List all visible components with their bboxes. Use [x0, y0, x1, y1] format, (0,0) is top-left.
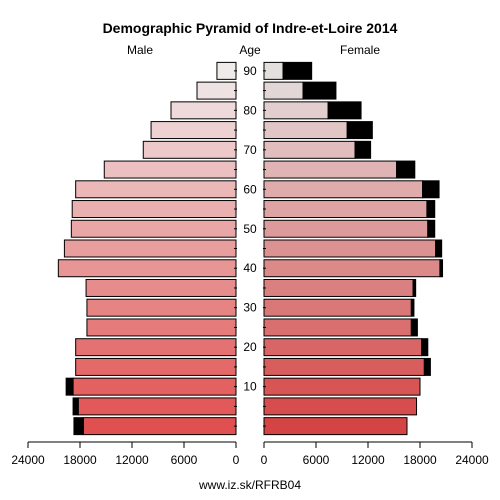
female-bar-85-89	[263, 81, 304, 100]
female-excess-15-19	[423, 357, 431, 376]
female-bar-50-54	[263, 219, 429, 238]
female-excess-35-39	[412, 278, 417, 297]
male-bar-45-49	[63, 239, 237, 258]
female-bar-75-79	[263, 121, 348, 140]
age-tick-label: 70	[243, 143, 257, 157]
x-tick-label-left: 12000	[115, 453, 149, 467]
male-bar-5-9	[77, 397, 237, 416]
female-bar-40-44	[263, 259, 441, 278]
axes: 0 0 6000 6000 12000 12000 18000 18000 24000 24000…	[11, 64, 489, 467]
x-tick-label-left: 0	[233, 453, 240, 467]
x-tick-label-right: 24000	[455, 453, 489, 467]
female-bar-20-24	[263, 338, 423, 357]
female-excess-65-69	[396, 160, 416, 179]
female-excess-70-74	[354, 140, 372, 159]
male-bar-15-19	[75, 357, 237, 376]
male-bar-75-79	[150, 121, 237, 140]
female-excess-45-49	[435, 239, 443, 258]
female-excess-25-29	[410, 318, 418, 337]
female-bar-15-19	[263, 357, 425, 376]
footer-source: www.iz.sk/RFRB04	[198, 478, 301, 492]
male-bar-20-24	[75, 338, 237, 357]
female-bar-70-74	[263, 140, 356, 159]
female-bar-30-34	[263, 298, 412, 317]
female-bar-60-64	[263, 180, 424, 199]
age-label: Age	[239, 43, 261, 57]
female-excess-55-59	[426, 200, 436, 219]
x-tick-label-left: 6000	[171, 453, 198, 467]
male-bar-60-64	[75, 180, 237, 199]
age-tick-label: 60	[243, 182, 257, 196]
female-excess-60-64	[422, 180, 440, 199]
x-tick-label-left: 24000	[11, 453, 45, 467]
female-excess-90-94	[282, 61, 313, 80]
female-bar-90-94	[263, 61, 284, 80]
female-bar-80-84	[263, 101, 329, 120]
male-label: Male	[127, 43, 153, 57]
x-tick-label-right: 0	[261, 453, 268, 467]
age-tick-label: 50	[243, 222, 257, 236]
age-tick-label: 90	[243, 64, 257, 78]
male-bar-40-44	[57, 259, 237, 278]
male-bar-30-34	[86, 298, 237, 317]
age-tick-label: 20	[243, 340, 257, 354]
male-excess-5-9	[72, 397, 79, 416]
x-tick-label-right: 12000	[351, 453, 385, 467]
male-bar-90-94	[216, 61, 237, 80]
male-bar-50-54	[70, 219, 237, 238]
female-excess-50-54	[427, 219, 436, 238]
male-bar-55-59	[71, 200, 237, 219]
male-bar-0-4	[82, 417, 237, 436]
female-bar-0-4	[263, 417, 408, 436]
female-bars	[263, 61, 444, 436]
female-excess-20-24	[421, 338, 429, 357]
female-excess-85-89	[302, 81, 337, 100]
male-bar-65-69	[103, 160, 237, 179]
x-tick-label-right: 18000	[403, 453, 437, 467]
male-bar-80-84	[170, 101, 237, 120]
female-excess-40-44	[439, 259, 444, 278]
age-tick-label: 30	[243, 301, 257, 315]
age-tick-label: 10	[243, 380, 257, 394]
female-label: Female	[340, 43, 380, 57]
x-tick-label-left: 18000	[63, 453, 97, 467]
male-bar-35-39	[85, 278, 237, 297]
female-bar-55-59	[263, 200, 428, 219]
female-excess-80-84	[327, 101, 362, 120]
female-bar-65-69	[263, 160, 398, 179]
male-excess-10-14	[65, 377, 74, 396]
female-excess-75-79	[346, 121, 373, 140]
male-bar-85-89	[196, 81, 237, 100]
female-bar-25-29	[263, 318, 412, 337]
female-bar-10-14	[263, 377, 421, 396]
age-tick-label: 80	[243, 103, 257, 117]
female-excess-30-34	[410, 298, 415, 317]
male-excess-0-4	[73, 417, 84, 436]
female-bar-5-9	[263, 397, 418, 416]
female-bar-35-39	[263, 278, 414, 297]
female-bar-45-49	[263, 239, 437, 258]
x-tick-label-right: 6000	[303, 453, 330, 467]
chart-title: Demographic Pyramid of Indre-et-Loire 20…	[103, 20, 398, 36]
male-bar-70-74	[142, 140, 237, 159]
male-bar-10-14	[72, 377, 237, 396]
male-bar-25-29	[86, 318, 237, 337]
male-bars	[57, 61, 237, 436]
age-tick-label: 40	[243, 261, 257, 275]
